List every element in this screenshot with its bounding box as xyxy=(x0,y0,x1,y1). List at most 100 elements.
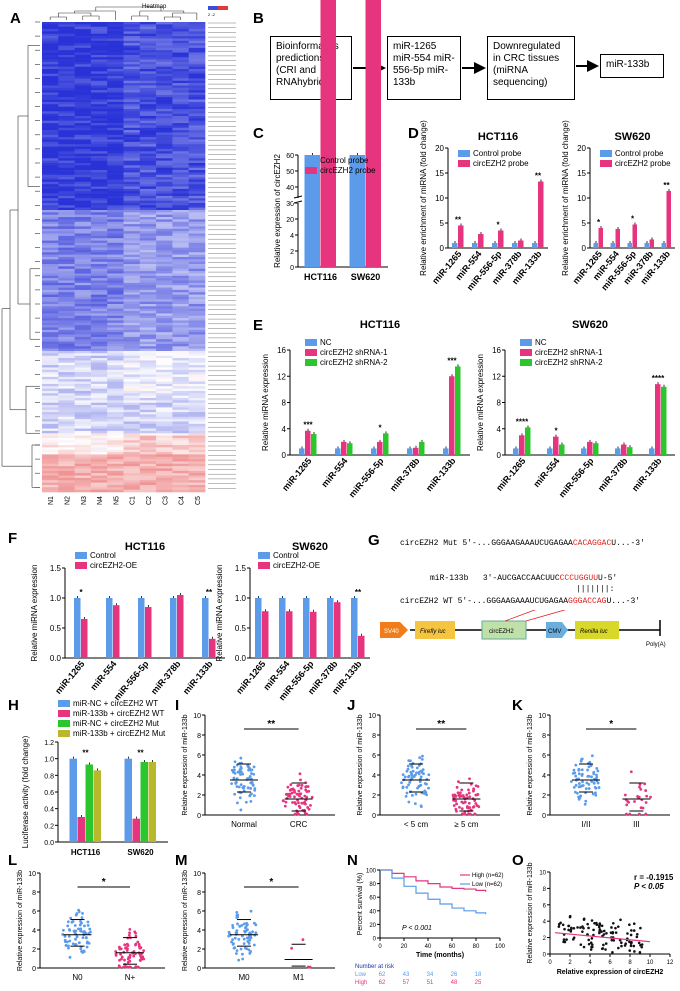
heatmap-cell xyxy=(74,127,92,131)
legend-label: miR-NC + circEZH2 Mut xyxy=(73,719,160,728)
heatmap-cell xyxy=(42,163,59,166)
cmv-promoter xyxy=(546,622,568,638)
heatmap-cell xyxy=(90,125,108,129)
data-point xyxy=(127,965,131,969)
significance-label: ** xyxy=(535,172,542,181)
heatmap-cell xyxy=(74,336,92,340)
heatmap-cell xyxy=(188,57,206,60)
heatmap-cell xyxy=(107,242,124,246)
heatmap-cell xyxy=(123,87,141,91)
heatmap-cell xyxy=(58,362,75,366)
heatmap-cell xyxy=(74,118,92,121)
heatmap-cell xyxy=(74,134,92,138)
heatmap-cell xyxy=(172,386,189,389)
data-point xyxy=(468,777,471,781)
heatmap-cell xyxy=(172,141,189,145)
heatmap-cell xyxy=(42,351,59,354)
heatmap-cell xyxy=(42,242,59,246)
heatmap-cell xyxy=(123,398,141,401)
heatmap-cell xyxy=(172,120,189,124)
heatmap-cell xyxy=(139,59,157,63)
heatmap-cell xyxy=(123,400,141,403)
heatmap-cell xyxy=(42,186,59,190)
heatmap-cell xyxy=(172,468,189,472)
heatmap-cell xyxy=(58,489,75,493)
data-point xyxy=(616,925,620,928)
data-point xyxy=(581,925,584,928)
bar xyxy=(371,448,377,455)
data-point xyxy=(454,794,458,798)
data-point xyxy=(579,926,582,929)
risk-low-count: 43 xyxy=(403,972,410,978)
heatmap-cell xyxy=(172,127,189,131)
data-point xyxy=(589,948,593,951)
data-point xyxy=(87,941,91,945)
data-point xyxy=(64,944,68,947)
heatmap-cell xyxy=(74,398,92,401)
heatmap-cell xyxy=(123,440,141,443)
data-point xyxy=(557,925,561,928)
heatmap-cell xyxy=(188,245,206,248)
data-point xyxy=(582,917,586,921)
heatmap-cell xyxy=(107,306,124,309)
heatmap-cell xyxy=(74,315,92,319)
heatmap-cell xyxy=(90,398,108,401)
legend-label: circEZH2 probe xyxy=(615,159,671,168)
heatmap-cell xyxy=(74,466,92,469)
heatmap-cell xyxy=(74,461,92,465)
data-point xyxy=(576,791,579,795)
heatmap-cell xyxy=(188,306,206,309)
heatmap-cell xyxy=(172,280,189,284)
heatmap-cell xyxy=(156,191,173,194)
heatmap-cell xyxy=(90,137,108,140)
data-point xyxy=(628,940,631,944)
heatmap-cell xyxy=(139,247,157,251)
data-point xyxy=(79,927,83,931)
heatmap-cell xyxy=(42,59,59,63)
bar xyxy=(627,243,632,248)
heatmap-cell xyxy=(172,184,189,187)
heatmap-cell xyxy=(123,155,141,159)
heatmap-cell xyxy=(74,148,92,152)
data-point xyxy=(594,793,598,797)
heatmap-cell xyxy=(58,31,75,35)
heatmap-cell xyxy=(188,104,206,107)
heatmap-cell xyxy=(139,358,157,361)
heatmap-cell xyxy=(156,315,173,319)
data-point xyxy=(249,772,253,775)
bar xyxy=(304,155,320,267)
heatmap-cell xyxy=(156,40,173,44)
heatmap-cell xyxy=(188,113,206,117)
heatmap-cell xyxy=(123,33,141,37)
bar xyxy=(661,243,666,248)
heatmap-cell xyxy=(74,151,92,154)
heatmap-cell xyxy=(74,78,92,82)
heatmap-cell xyxy=(156,329,173,333)
heatmap-cell xyxy=(107,393,124,396)
heatmap-cell xyxy=(139,120,157,124)
heatmap-cell xyxy=(139,381,157,385)
heatmap-cell xyxy=(74,332,92,335)
category-label: SW620 xyxy=(127,848,154,857)
heatmap-cell xyxy=(42,414,59,418)
heatmap-cell xyxy=(156,177,173,180)
heatmap-cell xyxy=(123,379,141,382)
heatmap-cell xyxy=(123,177,141,180)
y-axis-label: Relative miRNA expression xyxy=(261,354,270,451)
heatmap-cell xyxy=(58,235,75,239)
heatmap-cell xyxy=(58,172,75,176)
heatmap-cell xyxy=(42,341,59,345)
heatmap-cell xyxy=(74,264,92,267)
legend-label: miR-NC + circEZH2 WT xyxy=(73,699,158,708)
heatmap-cell xyxy=(58,282,75,286)
heatmap-cell xyxy=(90,151,108,154)
heatmap-cell xyxy=(123,374,141,378)
data-point xyxy=(629,933,633,937)
heatmap-cell xyxy=(123,343,141,347)
heatmap-cell xyxy=(58,139,75,143)
y-tick-label: 6 xyxy=(32,909,36,916)
heatmap-cell xyxy=(172,285,189,288)
seq-mir-prefix: 3'-AUCGACCAACUUC xyxy=(482,574,560,583)
heatmap-cell xyxy=(58,376,75,380)
heatmap-cell xyxy=(42,130,59,133)
